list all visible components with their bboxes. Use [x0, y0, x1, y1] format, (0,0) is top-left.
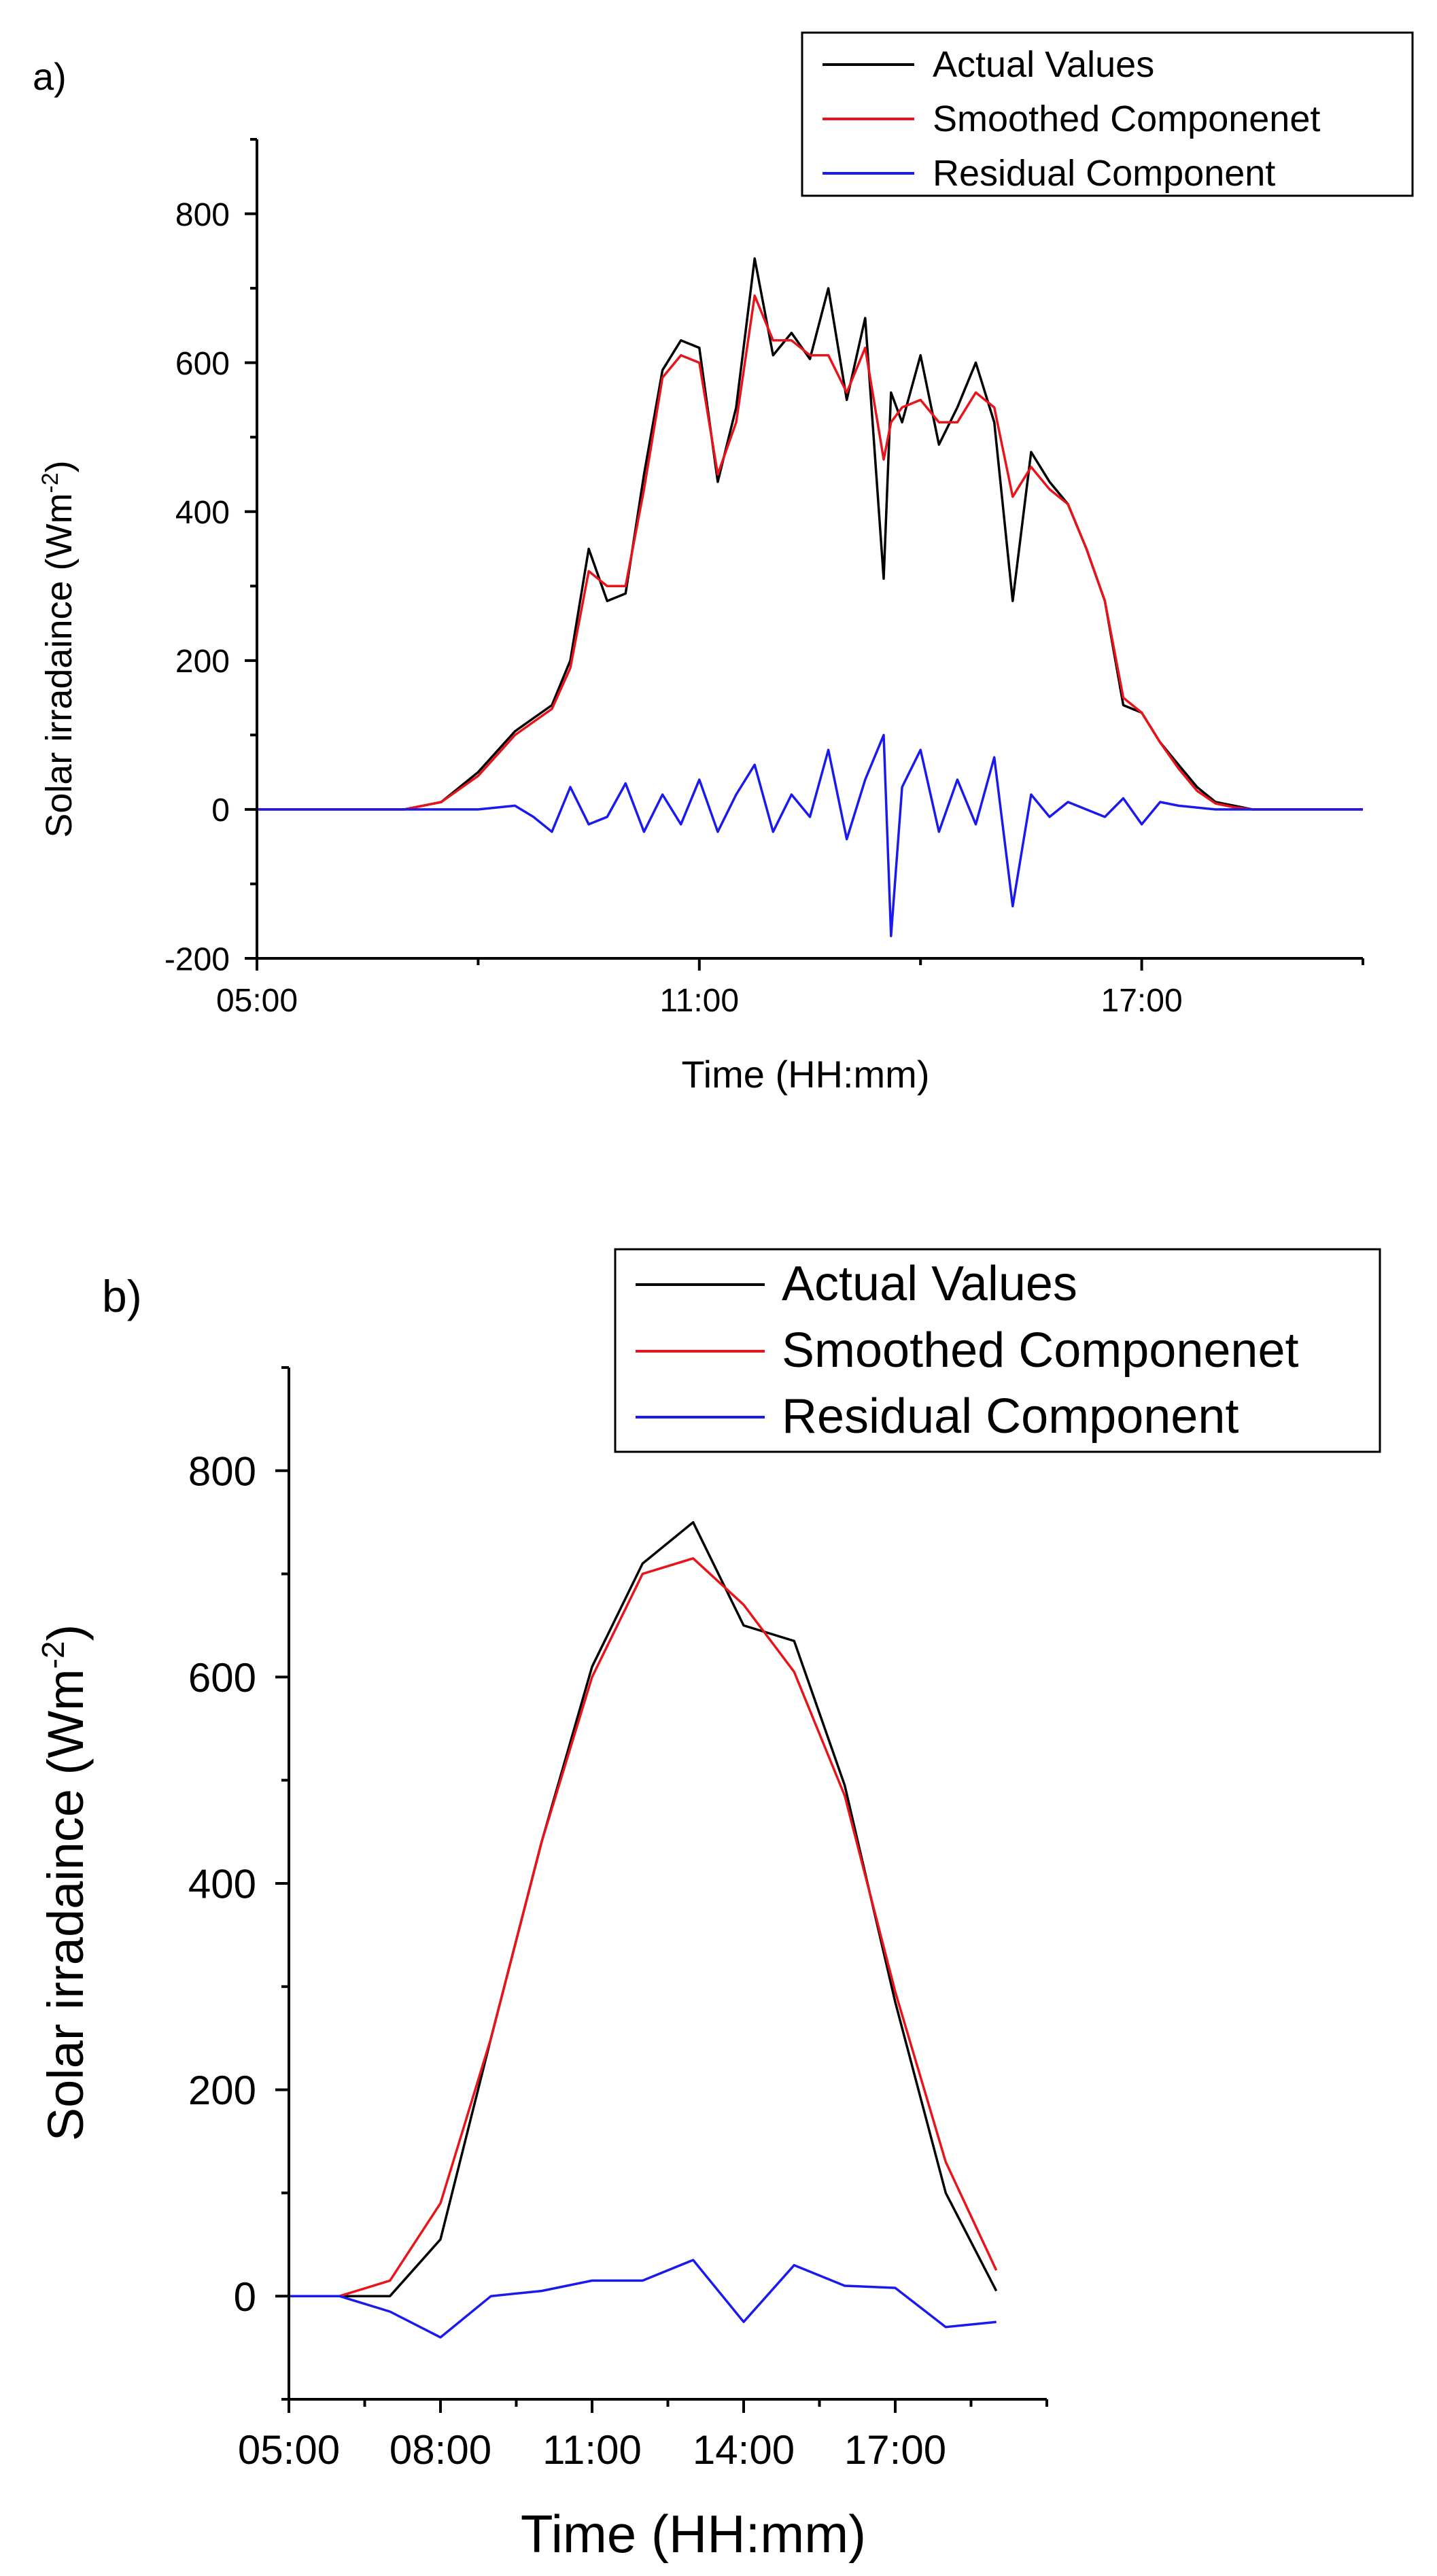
y-tick-label: 200	[188, 2068, 256, 2113]
chart-panel-a: a) -200 0 200 400 600 800 05:00 11:00 17:00 Time…	[33, 31, 1414, 1096]
y-tick-label: 400	[188, 1862, 256, 1907]
x-tick-label: 17:00	[844, 2427, 946, 2473]
x-tick-label: 17:00	[1101, 983, 1183, 1019]
y-tick-label: -200	[165, 941, 230, 977]
panel-b-ticks: 0 200 400 600 800 05:00 08:00 11:00 14:00 17:00	[188, 1366, 1048, 2473]
panel-b-series-group	[289, 1520, 998, 2339]
legend-label-residual: Residual Component	[782, 1389, 1239, 1444]
x-tick-label: 14:00	[693, 2427, 795, 2473]
x-tick-label: 11:00	[660, 983, 740, 1019]
chart-panel-b: b) 0 200 400 600 800 05:00 08:00 11:00 14:00 17:0…	[35, 1248, 1381, 2564]
y-tick-label: 600	[188, 1655, 256, 1701]
y-tick-label: 800	[175, 197, 230, 233]
series-line-residual	[289, 2259, 997, 2339]
legend-label-smoothed: Smoothed Componenet	[933, 99, 1320, 139]
x-tick-label: 05:00	[216, 983, 298, 1019]
x-tick-label: 08:00	[389, 2427, 491, 2473]
panel-b-legend: Actual Values Smoothed Componenet Residu…	[614, 1248, 1381, 1453]
y-tick-label: 400	[175, 495, 230, 531]
panel-a-axes	[256, 139, 1363, 960]
x-tick-label: 11:00	[542, 2427, 642, 2473]
series-line-residual	[257, 733, 1363, 937]
x-tick-label: 05:00	[238, 2427, 340, 2473]
legend-label-actual: Actual Values	[933, 44, 1154, 85]
series-line-smoothed	[289, 1557, 998, 2297]
y-tick-label: 600	[175, 346, 230, 382]
panel-a-y-axis-title: Solar irradaince (Wm-2)	[37, 460, 80, 837]
panel-b-axes	[288, 1368, 1047, 2401]
series-line-actual	[289, 1520, 998, 2297]
panel-a-ticks: -200 0 200 400 600 800 05:00 11:00 17:00	[165, 138, 1364, 1019]
panel-b-y-axis-title: Solar irradaince (Wm-2)	[35, 1624, 94, 2142]
panel-b-x-axis-title: Time (HH:mm)	[521, 2504, 866, 2564]
y-tick-label: 200	[175, 644, 230, 680]
legend-label-actual: Actual Values	[782, 1257, 1077, 1311]
y-tick-label: 0	[211, 793, 230, 829]
y-tick-label: 800	[188, 1448, 256, 1494]
panel-a-series-group	[257, 257, 1363, 937]
panel-a-label: a)	[33, 55, 67, 98]
panel-a-legend-box	[801, 31, 1414, 197]
series-line-smoothed	[257, 294, 1363, 811]
y-tick-label: 0	[234, 2274, 256, 2320]
panel-a-x-axis-title: Time (HH:mm)	[682, 1053, 930, 1096]
series-line-actual	[257, 257, 1363, 811]
panel-b-label: b)	[102, 1271, 142, 1321]
legend-label-smoothed: Smoothed Componenet	[782, 1323, 1299, 1378]
legend-label-residual: Residual Component	[933, 153, 1275, 194]
panel-a-legend: Actual Values Smoothed Componenet Residu…	[801, 31, 1414, 197]
